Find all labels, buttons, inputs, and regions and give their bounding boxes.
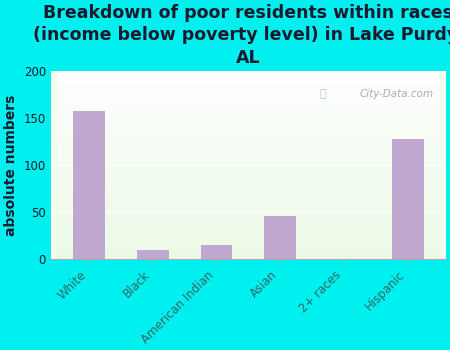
Bar bbox=[392, 139, 423, 259]
Title: Breakdown of poor residents within races
(income below poverty level) in Lake Pu: Breakdown of poor residents within races… bbox=[33, 4, 450, 66]
Bar bbox=[264, 216, 296, 259]
Text: ⓘ: ⓘ bbox=[320, 89, 326, 98]
Text: City-Data.com: City-Data.com bbox=[360, 89, 434, 98]
Bar bbox=[201, 245, 232, 259]
Bar bbox=[73, 111, 105, 259]
Y-axis label: absolute numbers: absolute numbers bbox=[4, 94, 18, 236]
Bar bbox=[137, 250, 169, 259]
